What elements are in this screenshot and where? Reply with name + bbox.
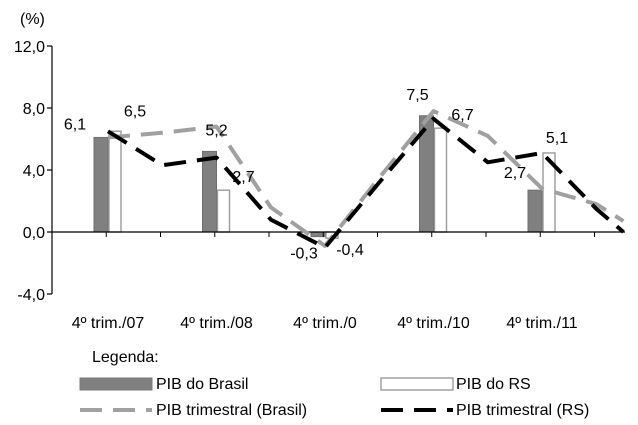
bar-1-3 (433, 127, 448, 233)
legend-label-rs-line: PIB trimestral (RS) (456, 402, 589, 419)
bar-0-0 (93, 136, 109, 233)
y-tick-label: -4,0 (17, 287, 45, 304)
legend-title: Legenda: (92, 349, 159, 366)
x-tick-label: 4º trim./0 (293, 315, 357, 332)
legend-swatch-brasil-bar (79, 377, 153, 391)
data-label: 7,5 (406, 87, 428, 104)
legend-label-rs-bar: PIB do RS (456, 376, 531, 393)
y-tick-label: 8,0 (23, 101, 45, 118)
x-tick-label: 4º trim./11 (506, 315, 577, 332)
data-label: 6,7 (451, 107, 473, 124)
bar-0-1 (202, 150, 217, 233)
data-label: 5,2 (205, 122, 227, 139)
data-label: -0,4 (336, 242, 364, 259)
data-label: 6,5 (124, 103, 146, 120)
x-tick-label: 4º trim./10 (397, 315, 470, 332)
legend-label-brasil-line: PIB trimestral (Brasil) (156, 402, 307, 419)
data-label: -0,3 (290, 246, 318, 263)
x-tick-label: 4º trim./08 (180, 315, 253, 332)
data-label: 2,7 (232, 169, 254, 186)
y-tick-label: 4,0 (23, 163, 45, 180)
y-tick-label: 12,0 (14, 39, 45, 56)
data-label: 5,1 (546, 130, 568, 147)
bar-1-1 (216, 189, 231, 233)
line-series-0 (107, 109, 625, 248)
legend-swatch-rs-bar (380, 377, 454, 391)
unit-label: (%) (20, 11, 45, 28)
bar-1-0 (108, 130, 122, 233)
line-series-1 (106, 116, 625, 250)
data-label: 6,1 (64, 116, 86, 133)
legend-label-brasil-bar: PIB do Brasil (156, 376, 248, 393)
y-tick-label: 0,0 (23, 225, 45, 242)
legend: Legenda: PIB do Brasil PIB do RS PIB tri… (79, 349, 589, 419)
x-tick-label: 4º trim./07 (72, 315, 145, 332)
data-label: 2,7 (504, 165, 526, 182)
bar-0-4 (527, 189, 543, 233)
plot-area: 12,0 8,0 4,0 0,0 -4,0 4º trim./07 4º trim./08 4… (14, 39, 625, 332)
